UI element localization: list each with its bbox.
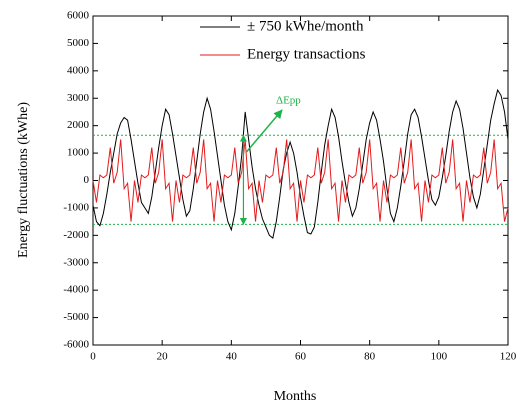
y-tick-label: -2000 bbox=[63, 229, 89, 241]
x-tick-label: 100 bbox=[431, 351, 448, 363]
y-tick-label: 2000 bbox=[67, 119, 90, 131]
data-line bbox=[92, 139, 509, 222]
annotation-arrow bbox=[245, 109, 283, 153]
x-tick-label: 120 bbox=[500, 351, 517, 363]
y-tick-label: 5000 bbox=[67, 37, 90, 49]
y-tick-label: 6000 bbox=[67, 10, 90, 22]
y-tick-label: -5000 bbox=[63, 311, 89, 323]
data-line bbox=[92, 88, 509, 239]
y-tick-label: 3000 bbox=[67, 92, 90, 104]
x-tick-label: 60 bbox=[295, 351, 307, 363]
y-tick-label: -3000 bbox=[63, 256, 89, 268]
x-tick-label: 80 bbox=[364, 351, 376, 363]
x-tick-label: 40 bbox=[226, 351, 238, 363]
legend-label: Energy transactions bbox=[247, 46, 366, 62]
annotation: ΔEpp bbox=[276, 95, 301, 107]
y-axis-label: Energy fluctuations (kWhe) bbox=[16, 102, 31, 258]
y-tick-label: 0 bbox=[84, 174, 90, 186]
x-tick-label: 0 bbox=[90, 351, 96, 363]
y-tick-label: -6000 bbox=[63, 339, 89, 351]
x-axis-label: Months bbox=[274, 389, 317, 404]
x-tick-label: 20 bbox=[157, 351, 169, 363]
y-tick-label: -4000 bbox=[63, 284, 89, 296]
legend-label: ± 750 kWhe/month bbox=[247, 18, 364, 34]
y-tick-label: 4000 bbox=[67, 64, 90, 76]
y-tick-label: 1000 bbox=[67, 147, 90, 159]
y-tick-label: -1000 bbox=[63, 201, 89, 213]
